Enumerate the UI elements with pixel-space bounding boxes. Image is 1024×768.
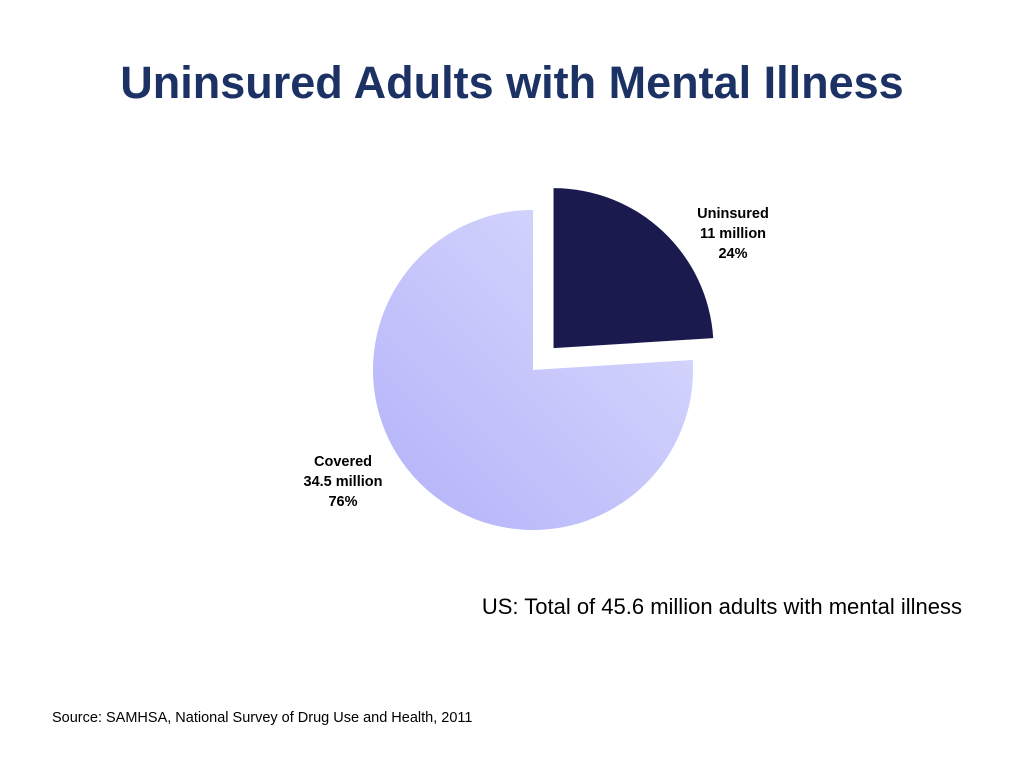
source: Source: SAMHSA, National Survey of Drug … (52, 710, 472, 726)
chart-title: Uninsured Adults with Mental Illness (120, 57, 903, 108)
slice-label: Uninsured (697, 206, 769, 222)
slice-label: 34.5 million (304, 474, 383, 490)
slice-label: 76% (328, 494, 357, 510)
slice-label: Covered (314, 454, 372, 470)
slice-label: 24% (718, 246, 747, 262)
slice-label: 11 million (700, 226, 766, 242)
subtitle: US: Total of 45.6 million adults with me… (482, 594, 962, 619)
pie-slice (553, 188, 714, 349)
